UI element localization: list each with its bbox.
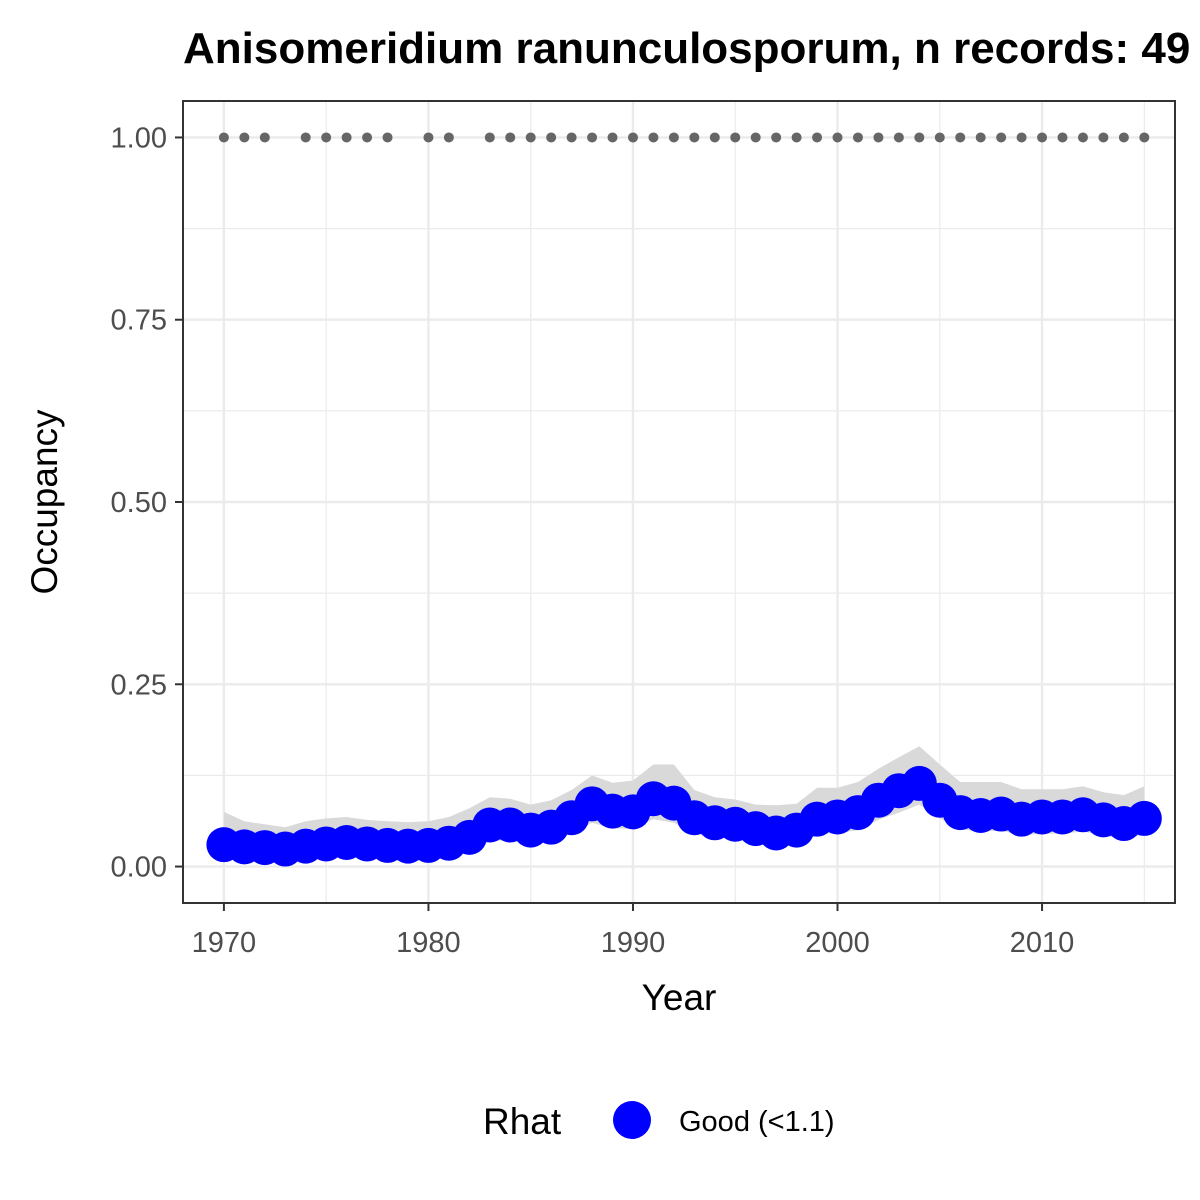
legend-key-circle <box>613 1101 651 1139</box>
x-tick-label: 2010 <box>1010 927 1075 959</box>
record-marker <box>505 132 516 143</box>
record-marker <box>730 132 741 143</box>
record-marker <box>996 132 1007 143</box>
record-marker <box>218 132 229 143</box>
record-marker <box>382 132 393 143</box>
record-marker <box>1077 132 1088 143</box>
x-tick-label: 1980 <box>396 927 461 959</box>
record-marker <box>934 132 945 143</box>
record-marker <box>1118 132 1129 143</box>
y-tick-label: 0.75 <box>111 305 167 337</box>
record-marker <box>709 132 720 143</box>
record-marker <box>975 132 986 143</box>
occupancy-point <box>1126 800 1162 836</box>
record-marker <box>546 132 557 143</box>
record-marker <box>832 132 843 143</box>
legend: Rhat Good (<1.1) <box>483 1101 835 1142</box>
record-marker <box>587 132 598 143</box>
record-marker <box>321 132 332 143</box>
record-marker <box>259 132 270 143</box>
y-tick-label: 0.25 <box>111 669 167 701</box>
record-marker <box>914 132 925 143</box>
record-marker <box>893 132 904 143</box>
record-marker <box>1037 132 1048 143</box>
record-marker <box>607 132 618 143</box>
grid <box>183 101 1175 903</box>
chart-title: Anisomeridium ranunculosporum, n records… <box>183 24 1190 73</box>
record-marker <box>1016 132 1027 143</box>
occupancy-points-layer <box>206 765 1162 867</box>
legend-title: Rhat <box>483 1101 562 1142</box>
record-marker <box>771 132 782 143</box>
record-marker <box>484 132 495 143</box>
record-marker <box>341 132 352 143</box>
record-marker <box>300 132 311 143</box>
record-marker <box>525 132 536 143</box>
record-marker <box>1098 132 1109 143</box>
record-marker <box>627 132 638 143</box>
record-marker <box>1139 132 1150 143</box>
record-marker <box>566 132 577 143</box>
record-marker <box>852 132 863 143</box>
x-tick-label: 1990 <box>601 927 666 959</box>
record-marker <box>812 132 823 143</box>
record-marker <box>239 132 250 143</box>
legend-label: Good (<1.1) <box>679 1106 835 1138</box>
record-marker <box>1057 132 1068 143</box>
y-tick-label: 1.00 <box>111 122 167 154</box>
record-marker <box>362 132 373 143</box>
record-marker <box>443 132 454 143</box>
record-marker <box>750 132 761 143</box>
y-tick-label: 0.00 <box>111 852 167 884</box>
record-marker <box>955 132 966 143</box>
x-tick-label: 1970 <box>192 927 257 959</box>
record-marker <box>689 132 700 143</box>
record-marker <box>648 132 659 143</box>
x-tick-label: 2000 <box>805 927 870 959</box>
x-axis-title: Year <box>642 977 717 1018</box>
record-markers-layer <box>218 132 1150 143</box>
y-axis-title: Occupancy <box>24 409 65 595</box>
record-marker <box>873 132 884 143</box>
record-marker <box>791 132 802 143</box>
y-tick-label: 0.50 <box>111 487 167 519</box>
record-marker <box>423 132 434 143</box>
axes: 0.00 0.25 0.50 0.75 1.00 1970 1980 1990 2000 2010 <box>111 122 1075 959</box>
record-marker <box>668 132 679 143</box>
